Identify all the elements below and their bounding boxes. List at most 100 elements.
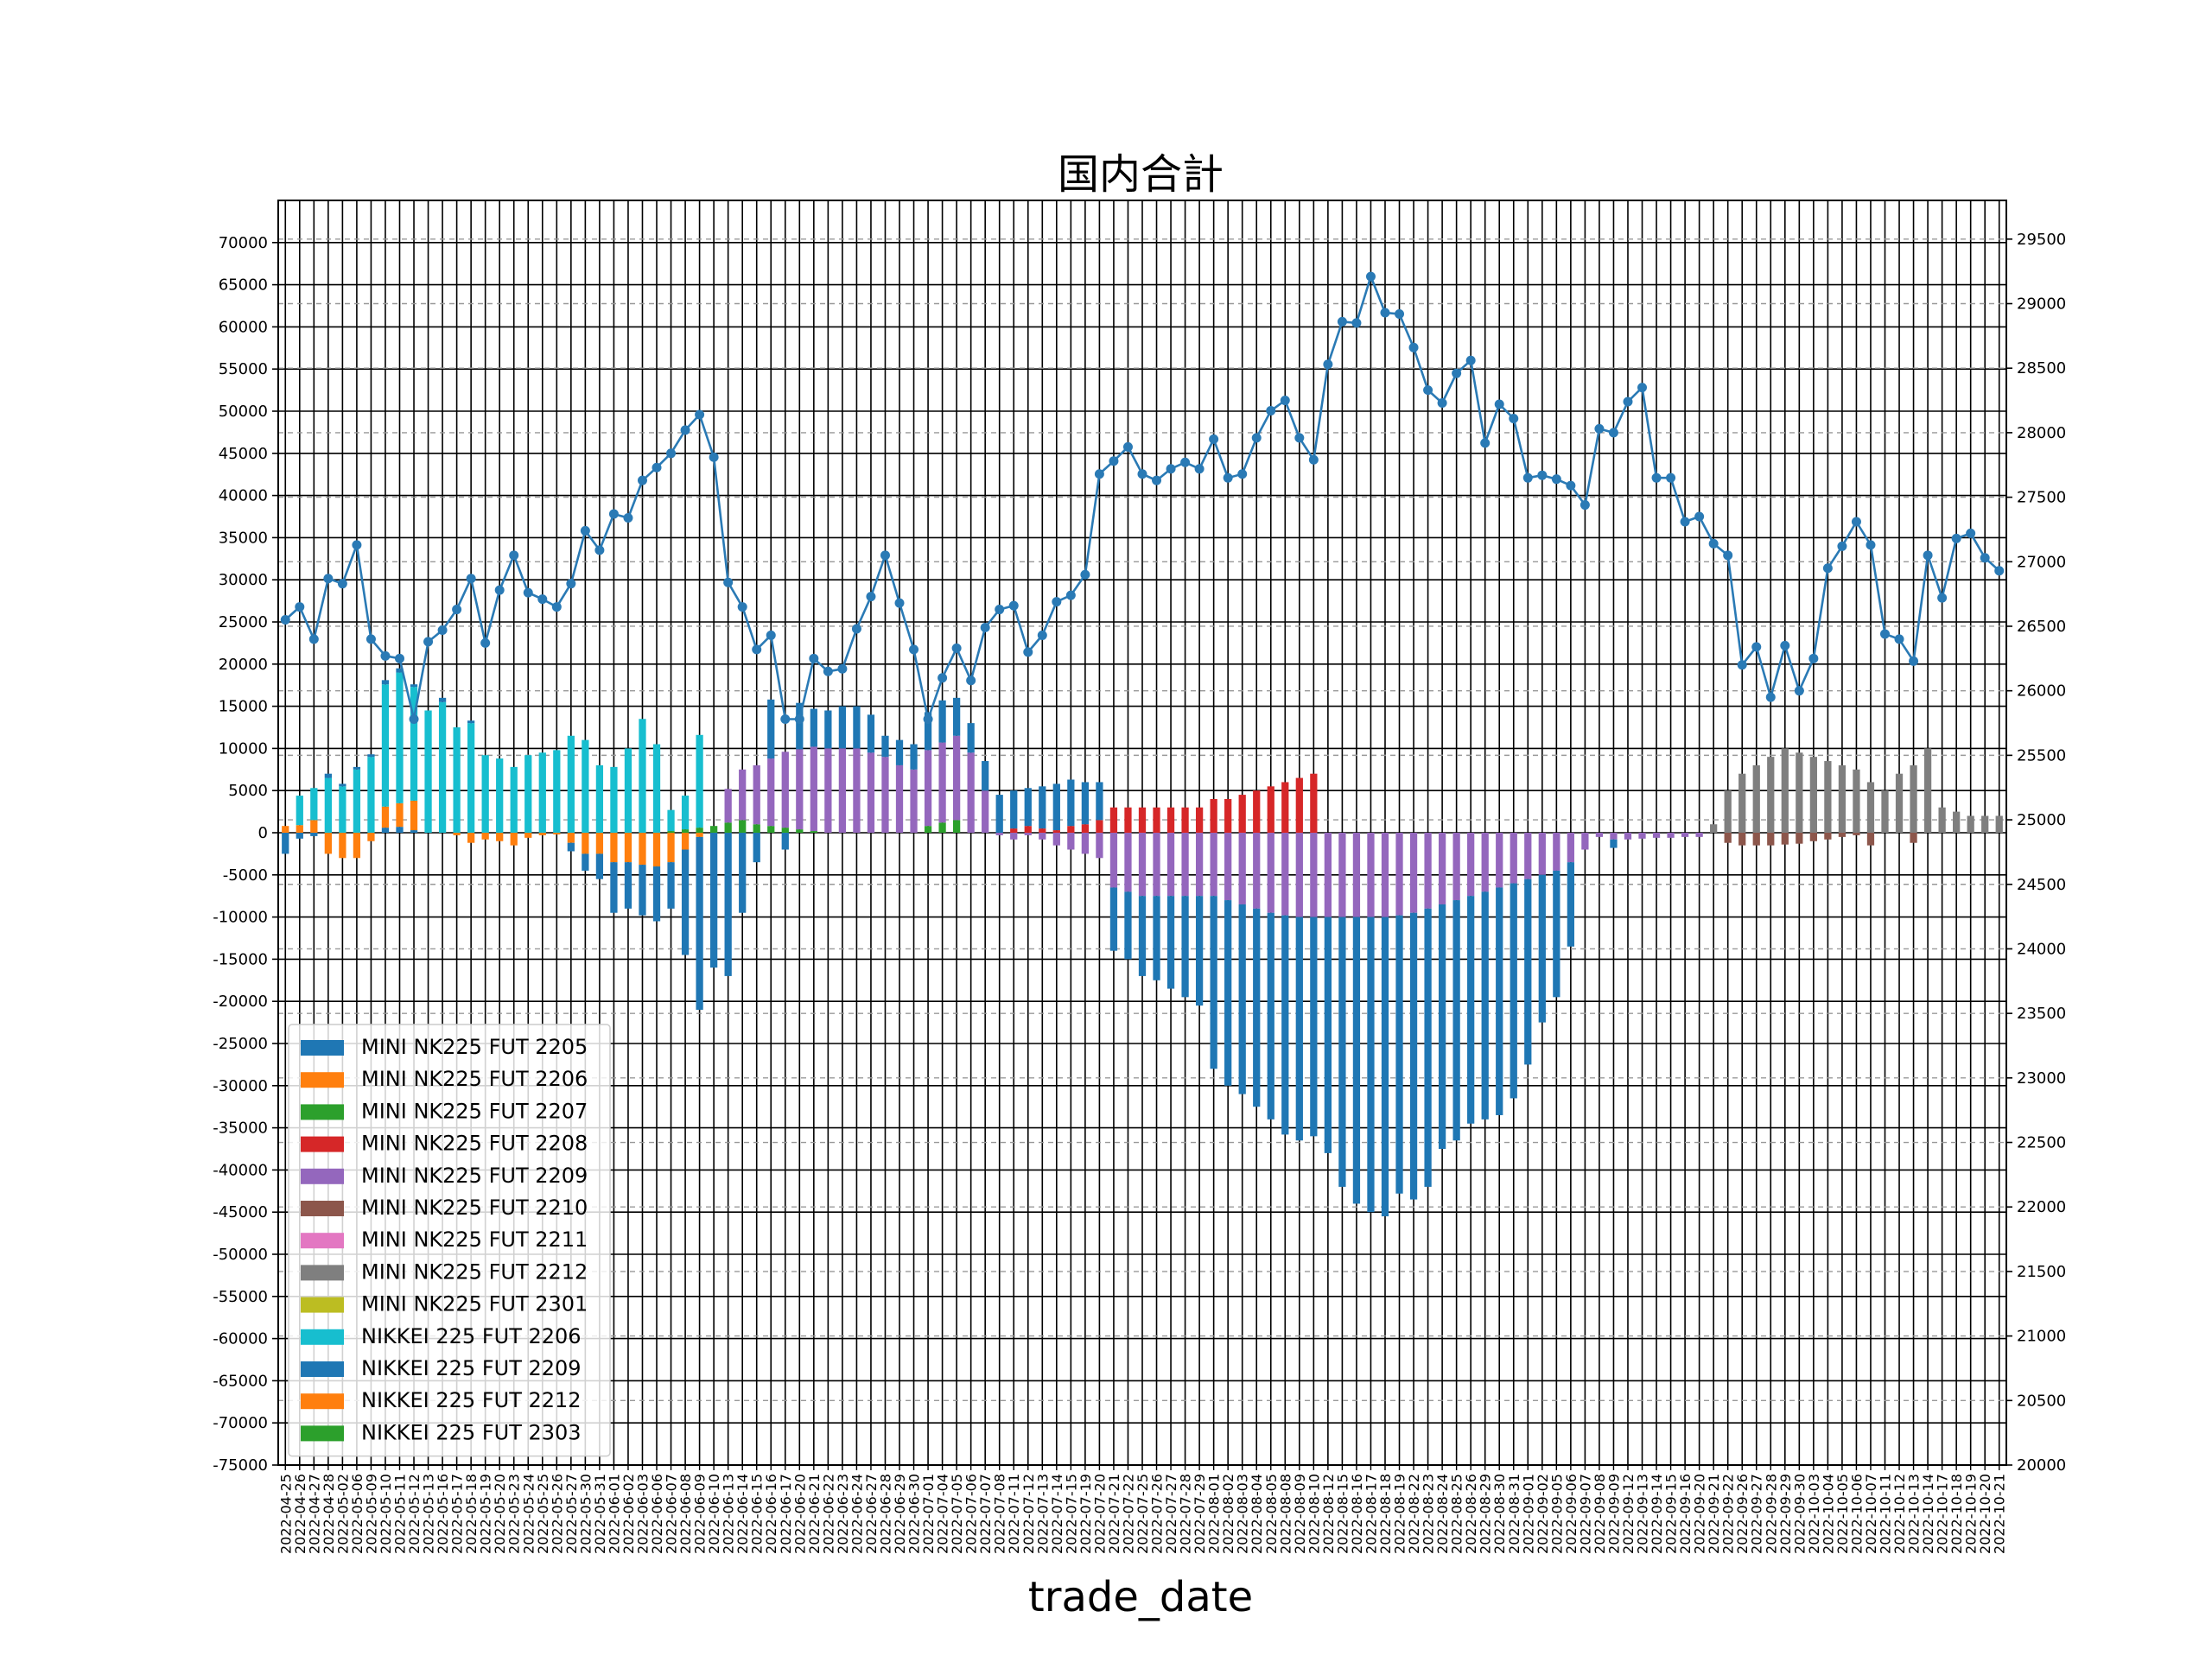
bar-segment <box>938 822 946 833</box>
bar-segment <box>1295 777 1303 833</box>
price-point <box>880 550 890 561</box>
x-tick-label: 2022-10-17 <box>1935 1474 1951 1554</box>
price-point <box>1008 600 1019 611</box>
bar-segment <box>339 833 346 859</box>
bar-segment <box>1781 833 1789 845</box>
bar-segment <box>410 800 418 831</box>
bar-segment <box>724 822 732 833</box>
x-tick-label: 2022-04-25 <box>277 1474 294 1554</box>
bar-segment <box>838 748 847 833</box>
bar-segment <box>924 750 932 827</box>
bar-segment <box>895 764 904 833</box>
bar-segment <box>381 680 390 685</box>
x-tick-label: 2022-05-12 <box>406 1474 423 1554</box>
bar-segment <box>652 833 661 867</box>
bar-segment <box>1767 833 1775 846</box>
price-point <box>537 594 548 605</box>
bar-segment <box>1281 782 1289 833</box>
bar-segment <box>1153 896 1160 980</box>
bar-segment <box>982 790 989 833</box>
x-tick-label: 2022-07-28 <box>1178 1474 1194 1554</box>
bar-segment <box>1310 833 1318 917</box>
bar-segment <box>1210 798 1217 833</box>
price-point <box>1423 385 1433 396</box>
bar-segment <box>1138 807 1147 833</box>
price-point <box>1694 511 1705 522</box>
bar-segment <box>1352 833 1361 917</box>
y2-tick-label: 23000 <box>2017 1069 2066 1088</box>
bar-segment <box>367 757 375 833</box>
bar-segment <box>1610 839 1618 848</box>
bar-segment <box>1381 833 1389 917</box>
y2-tick-label: 29000 <box>2017 295 2066 314</box>
x-tick-label: 2022-10-07 <box>1863 1474 1879 1554</box>
bar-segment <box>296 825 303 833</box>
legend-swatch <box>301 1233 344 1249</box>
bar-segment <box>1295 833 1303 917</box>
legend-swatch <box>301 1265 344 1281</box>
bar-segment <box>1253 833 1261 909</box>
bar-segment <box>1553 870 1560 998</box>
price-point <box>1237 469 1248 479</box>
x-tick-label: 2022-09-02 <box>1535 1474 1551 1554</box>
bar-segment <box>1195 833 1204 897</box>
x-tick-label: 2022-07-20 <box>1091 1474 1108 1554</box>
price-point <box>695 409 705 420</box>
bar-segment <box>1010 790 1018 829</box>
x-tick-label: 2022-07-21 <box>1106 1474 1122 1554</box>
price-point <box>365 634 376 644</box>
y2-tick-label: 28500 <box>2017 359 2066 377</box>
price-point <box>394 653 404 663</box>
bar-segment <box>1524 879 1532 1065</box>
x-tick-label: 2022-06-27 <box>863 1474 880 1554</box>
bar-segment <box>1610 833 1618 840</box>
bar-segment <box>696 828 703 833</box>
bar-segment <box>1267 912 1274 1120</box>
bar-segment <box>1067 779 1075 827</box>
price-point <box>551 602 562 612</box>
price-point <box>494 585 505 595</box>
y-tick-label: 40000 <box>219 487 268 505</box>
price-point <box>1551 474 1561 485</box>
bar-segment <box>1367 833 1375 917</box>
x-tick-label: 2022-09-09 <box>1605 1474 1622 1554</box>
bar-segment <box>710 833 718 968</box>
y-tick-label: -30000 <box>213 1077 268 1095</box>
x-tick-label: 2022-07-01 <box>920 1474 937 1554</box>
bar-segment <box>995 795 1003 833</box>
y-tick-label: -10000 <box>213 909 268 927</box>
price-point <box>1509 413 1519 423</box>
y-tick-label: 35000 <box>219 529 268 547</box>
x-tick-label: 2022-07-04 <box>935 1474 951 1554</box>
bar-segment <box>1452 833 1460 901</box>
bar-segment <box>1210 896 1217 1069</box>
x-tick-label: 2022-09-28 <box>1763 1474 1779 1554</box>
x-tick-label: 2022-09-14 <box>1649 1474 1665 1554</box>
price-point <box>1909 656 1919 666</box>
price-point <box>466 574 476 584</box>
bar-segment <box>624 833 632 863</box>
price-point <box>752 644 762 655</box>
x-tick-label: 2022-08-31 <box>1506 1474 1522 1554</box>
x-tick-label: 2022-10-14 <box>1920 1474 1936 1554</box>
bar-segment <box>781 833 789 850</box>
legend-label: MINI NK225 FUT 2211 <box>361 1227 588 1252</box>
price-point <box>938 673 948 683</box>
price-point <box>594 545 605 555</box>
price-line-layer <box>280 271 2005 725</box>
bar-segment <box>610 833 618 863</box>
x-tick-label: 2022-05-19 <box>478 1474 494 1554</box>
bar-segment <box>924 712 932 751</box>
y-tick-label: 60000 <box>219 318 268 336</box>
legend-label: MINI NK225 FUT 2212 <box>361 1259 588 1284</box>
bar-segment <box>1096 833 1103 859</box>
y-tick-label: -15000 <box>213 950 268 968</box>
bar-segment <box>624 862 632 909</box>
price-point <box>837 663 848 674</box>
price-point <box>352 540 362 550</box>
bar-segment <box>1496 887 1503 1115</box>
price-point <box>1837 541 1847 551</box>
bar-segment <box>310 820 318 833</box>
y2-tick-label: 28000 <box>2017 424 2066 442</box>
x-tick-label: 2022-05-26 <box>549 1474 565 1554</box>
